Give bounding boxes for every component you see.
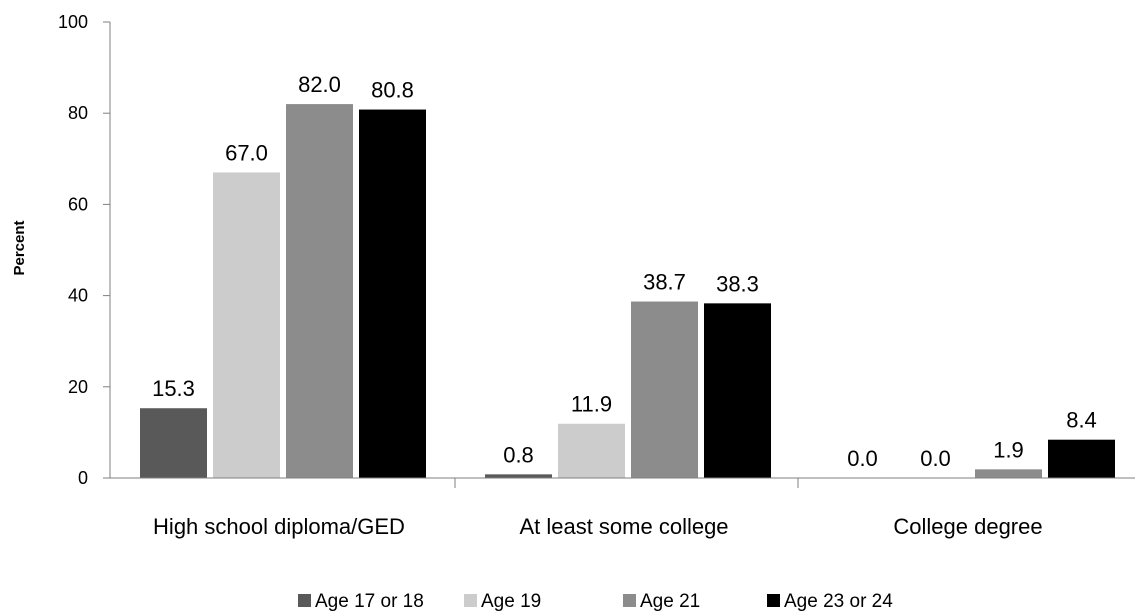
data-label: 11.9: [571, 392, 612, 417]
data-label: 15.3: [152, 376, 195, 401]
data-label: 38.3: [716, 271, 759, 296]
data-label: 67.0: [225, 140, 268, 165]
bar: [286, 104, 353, 478]
y-axis-title: Percent: [11, 220, 28, 275]
legend-label: Age 19: [481, 591, 541, 612]
legend-swatch: [464, 594, 477, 607]
legend-item: Age 17 or 18: [298, 591, 424, 612]
data-label: 0.0: [920, 446, 951, 471]
bar: [1048, 439, 1115, 478]
data-label: 1.9: [993, 437, 1024, 462]
bar: [631, 301, 698, 478]
y-axis-ticks: 0 20 40 60 80 100: [58, 12, 110, 488]
category-label: At least some college: [519, 514, 728, 539]
data-labels: 15.3 67.0 82.0 80.8 0.8 11.9 38.7 38.3 0.0 0.0 1.9…: [152, 72, 1097, 471]
category-labels: High school diploma/GED At least some col…: [153, 514, 1043, 539]
y-tick-label: 100: [58, 12, 88, 32]
legend-item: Age 23 or 24: [767, 591, 893, 612]
data-label: 82.0: [298, 72, 341, 97]
category-label: High school diploma/GED: [153, 514, 405, 539]
category-label: College degree: [893, 514, 1042, 539]
legend-swatch: [298, 594, 311, 607]
bar: [140, 408, 207, 478]
legend-label: Age 23 or 24: [784, 591, 893, 612]
y-tick-label: 80: [68, 103, 88, 123]
legend-item: Age 21: [623, 591, 700, 612]
bar: [213, 172, 280, 479]
y-tick-label: 20: [68, 377, 88, 397]
y-tick-label: 40: [68, 286, 88, 306]
bar: [558, 423, 625, 478]
legend: Age 17 or 18 Age 19 Age 21 Age 23 or 24: [298, 591, 893, 612]
bar: [704, 303, 771, 478]
bar: [485, 474, 552, 478]
data-label: 0.0: [847, 446, 878, 471]
x-axis-ticks: [454, 478, 799, 488]
data-label: 8.4: [1066, 408, 1097, 433]
bar: [975, 469, 1042, 478]
bar: [359, 109, 426, 478]
legend-item: Age 19: [464, 591, 541, 612]
data-label: 0.8: [503, 442, 534, 467]
data-label: 38.7: [643, 270, 686, 295]
legend-swatch: [623, 594, 636, 607]
data-label: 80.8: [371, 78, 414, 103]
y-tick-label: 0: [78, 468, 88, 488]
y-tick-label: 60: [68, 194, 88, 214]
legend-label: Age 17 or 18: [315, 591, 424, 612]
legend-label: Age 21: [640, 591, 700, 612]
legend-swatch: [767, 594, 780, 607]
bars: [140, 104, 1115, 479]
